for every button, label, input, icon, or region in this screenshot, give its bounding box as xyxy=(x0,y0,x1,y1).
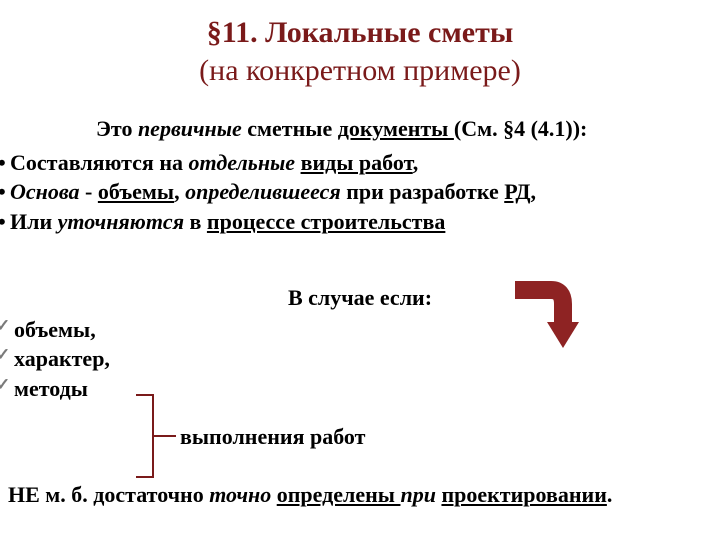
bl-f: . xyxy=(607,482,613,507)
bullet-2: Основа - объемы, определившееся при разр… xyxy=(0,177,720,207)
b3-d: процессе строительства xyxy=(207,209,445,234)
intro-first-word: первичные xyxy=(138,116,242,141)
b2-e: определившееся xyxy=(185,179,341,204)
exec-label: выполнения работ xyxy=(180,424,365,450)
b3-b: уточняются xyxy=(58,209,184,234)
b1-b: отдельные xyxy=(189,150,301,175)
check-1: объемы, xyxy=(0,315,720,345)
bl-d: при xyxy=(400,482,441,507)
intro-doc-word: документы xyxy=(338,116,454,141)
b3-c: в xyxy=(184,209,207,234)
case-title: В случае если: xyxy=(0,285,720,311)
b2-c: объемы xyxy=(98,179,174,204)
b2-a: Основа xyxy=(10,179,80,204)
b3-a: Или xyxy=(10,209,58,234)
bl-e: проектировании xyxy=(441,482,606,507)
b2-d: , xyxy=(174,179,185,204)
bl-c: определены xyxy=(277,482,401,507)
intro-line: Это первичные сметные документы (См. §4 … xyxy=(96,116,720,142)
bottom-line: НЕ м. б. достаточно точно определены при… xyxy=(8,482,612,508)
slide: { "colors": { "heading": "#7a1a1a", "tex… xyxy=(0,14,720,540)
slide-title-line1: §11. Локальные сметы xyxy=(0,14,720,52)
check-list: объемы, характер, методы xyxy=(0,315,720,404)
slide-title-line2: (на конкретном примере) xyxy=(0,54,720,88)
b2-g: РД xyxy=(504,179,530,204)
bullet-1: Составляются на отдельные виды работ, xyxy=(0,148,720,178)
b1-c: виды работ xyxy=(301,150,413,175)
intro-mid: сметные xyxy=(242,116,338,141)
b1-a: Составляются на xyxy=(10,150,189,175)
bracket-icon xyxy=(122,394,160,478)
check-2: характер, xyxy=(0,344,720,374)
b1-d: , xyxy=(413,150,419,175)
bullet-list: Составляются на отдельные виды работ, Ос… xyxy=(0,148,720,237)
intro-prefix: Это xyxy=(96,116,138,141)
intro-ref: (См. §4 (4.1)): xyxy=(454,116,588,141)
b2-f: при разработке xyxy=(341,179,505,204)
b2-b: - xyxy=(80,179,98,204)
b2-h: , xyxy=(530,179,536,204)
bullet-3: Или уточняются в процессе строительства xyxy=(0,207,720,237)
bl-a: НЕ м. б. достаточно xyxy=(8,482,209,507)
bl-b: точно xyxy=(209,482,277,507)
check-3: методы xyxy=(0,374,720,404)
